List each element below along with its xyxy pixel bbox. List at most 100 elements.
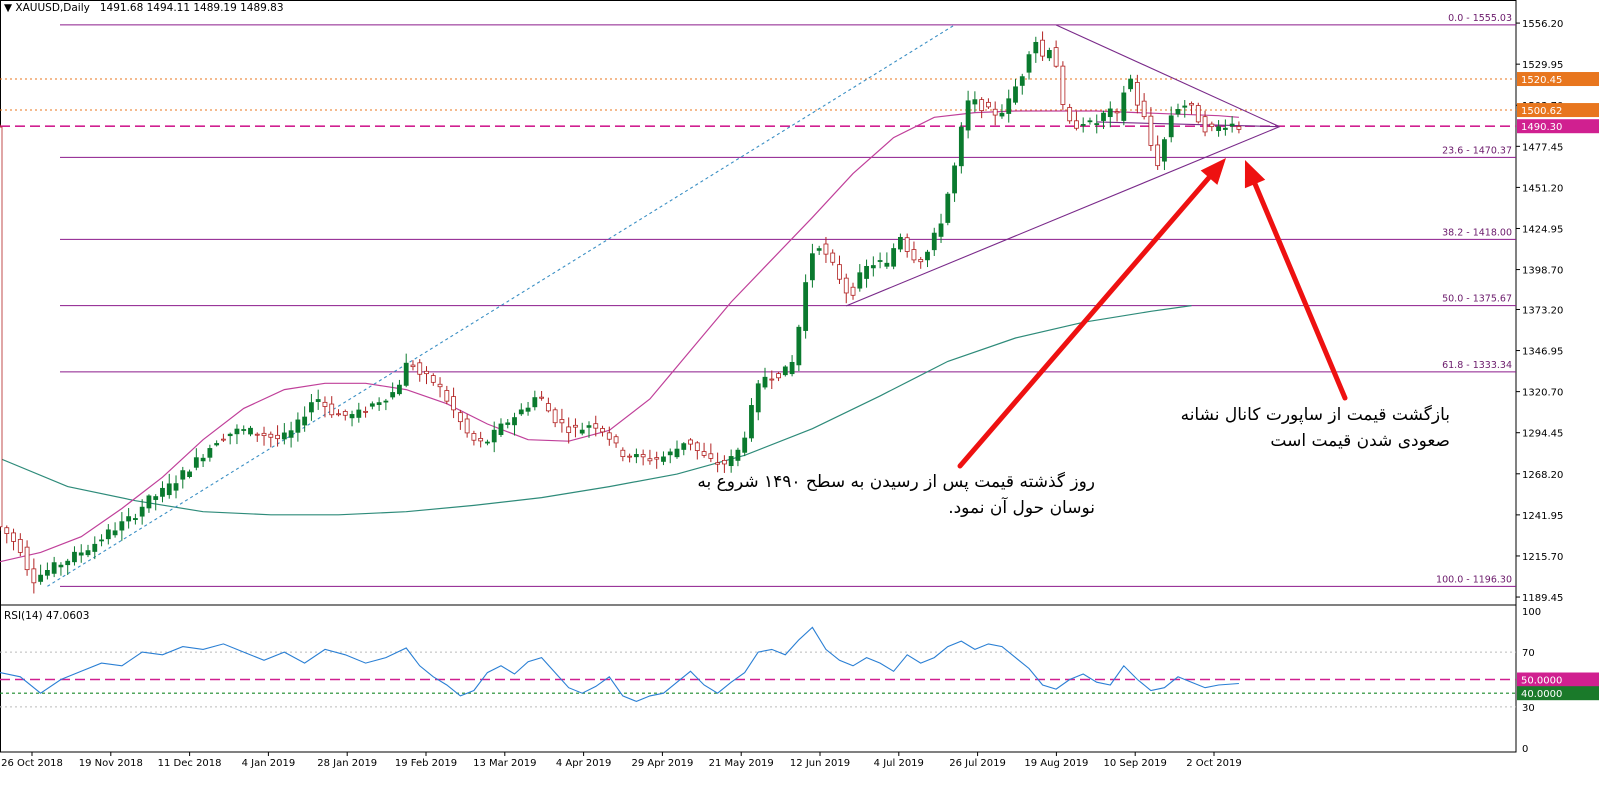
candle-body bbox=[51, 562, 57, 574]
fibonacci-levels: 0.0 - 1555.03 23.6 - 1470.37 38.2 - 1418.0… bbox=[60, 13, 1516, 587]
candle-body bbox=[105, 529, 111, 540]
candle-body bbox=[1101, 112, 1106, 121]
candle-body bbox=[721, 459, 727, 465]
x-tick-label: 4 Jan 2019 bbox=[242, 758, 296, 769]
trendline-channel-lower bbox=[846, 126, 1280, 307]
candle-body bbox=[187, 471, 192, 477]
annotation-right: بازگشت قیمت از ساپورت کانال نشانه صعودی … bbox=[1181, 402, 1450, 454]
rsi-50-tag-label: 50.0000 bbox=[1521, 676, 1562, 687]
candle-body bbox=[1040, 39, 1045, 57]
candle-body bbox=[126, 516, 132, 522]
fast-moving-average bbox=[0, 110, 1239, 563]
candle-body bbox=[11, 532, 16, 542]
candle-body bbox=[789, 361, 795, 375]
collapse-triangle-icon[interactable]: ▼ bbox=[4, 2, 13, 14]
candle-body bbox=[383, 400, 389, 403]
candle-body bbox=[918, 259, 924, 263]
candle-body bbox=[1216, 126, 1221, 132]
candle-body bbox=[735, 449, 741, 461]
candle-body bbox=[65, 560, 71, 566]
candle-body bbox=[363, 410, 368, 413]
candle-body bbox=[728, 456, 734, 467]
candle-body bbox=[545, 403, 551, 412]
moving-averages bbox=[0, 110, 1239, 563]
candle-body bbox=[701, 451, 707, 456]
trendline-channel-upper bbox=[1055, 24, 1280, 128]
arrow-right-head bbox=[1244, 160, 1266, 189]
candle-body bbox=[979, 99, 985, 111]
candle-body bbox=[1087, 120, 1093, 123]
candle-body bbox=[132, 518, 138, 521]
x-tick-label: 2 Oct 2019 bbox=[1186, 758, 1241, 769]
candle-body bbox=[1080, 124, 1086, 126]
candle-body bbox=[620, 449, 626, 457]
x-tick-label: 11 Dec 2018 bbox=[158, 758, 222, 769]
annotation-left-line1: روز گذشته قیمت پس از رسیدن به سطح ۱۴۹۰ ش… bbox=[697, 472, 1095, 492]
annotation-right-line1: بازگشت قیمت از ساپورت کانال نشانه bbox=[1180, 405, 1450, 425]
candle-body bbox=[525, 407, 531, 412]
candle-body bbox=[586, 425, 592, 428]
candle-body bbox=[904, 237, 910, 252]
y-tick-label: 1320.70 bbox=[1522, 388, 1563, 399]
candle-body bbox=[796, 326, 802, 366]
y-tick-label: 1424.95 bbox=[1522, 224, 1563, 235]
annotation-left: روز گذشته قیمت پس از رسیدن به سطح ۱۴۹۰ ش… bbox=[697, 469, 1095, 521]
candle-body bbox=[261, 432, 267, 437]
candle-body bbox=[877, 260, 883, 262]
rsi-tick-label: 0 bbox=[1522, 744, 1528, 755]
candle-body bbox=[254, 433, 260, 436]
y-tick-label: 1215.70 bbox=[1522, 552, 1563, 563]
candle-body bbox=[160, 487, 165, 497]
x-tick-label: 29 Apr 2019 bbox=[631, 758, 693, 769]
axes: 1556.201529.951503.701477.451451.201424.… bbox=[1, 19, 1599, 769]
x-tick-label: 26 Oct 2018 bbox=[1, 758, 63, 769]
candle-body bbox=[322, 401, 328, 407]
candle-body bbox=[329, 403, 335, 416]
candle-body bbox=[1060, 65, 1066, 105]
candle-body bbox=[1182, 105, 1188, 108]
candle-body bbox=[478, 438, 484, 442]
candle-body bbox=[4, 527, 10, 534]
symbol-label: XAUUSD,Daily bbox=[15, 2, 90, 14]
candle-body bbox=[139, 506, 145, 517]
fib-label: 100.0 - 1196.30 bbox=[1436, 574, 1512, 585]
candle-body bbox=[972, 99, 978, 105]
candle-body bbox=[302, 416, 308, 426]
candle-body bbox=[891, 248, 897, 267]
rsi-line bbox=[0, 626, 1239, 702]
candle-body bbox=[309, 402, 314, 413]
ohlc-values: 1491.68 1494.11 1489.19 1489.83 bbox=[99, 2, 284, 14]
candle-body bbox=[1074, 120, 1079, 129]
trendlines bbox=[47, 24, 1280, 587]
candle-body bbox=[958, 126, 964, 167]
candle-body bbox=[241, 429, 247, 431]
candle-body bbox=[755, 383, 761, 413]
candle-body bbox=[898, 236, 903, 250]
candle-body bbox=[58, 564, 64, 568]
arrow-left-head bbox=[1200, 158, 1226, 185]
candle-body bbox=[600, 428, 605, 433]
x-tick-label: 4 Jul 2019 bbox=[874, 758, 924, 769]
candle-body bbox=[566, 426, 572, 434]
y-tick-label: 1529.95 bbox=[1522, 60, 1563, 71]
candle-body bbox=[884, 262, 890, 267]
candle-body bbox=[552, 409, 558, 424]
candle-body bbox=[1006, 98, 1012, 114]
candle-body bbox=[281, 432, 287, 440]
candle-body bbox=[518, 409, 524, 415]
candle-body bbox=[1236, 126, 1242, 130]
candle-body bbox=[0, 126, 3, 528]
candle-body bbox=[180, 470, 186, 480]
candle-body bbox=[24, 546, 30, 571]
candle-body bbox=[424, 370, 429, 375]
candle-body bbox=[193, 457, 199, 468]
fib-label: 50.0 - 1375.67 bbox=[1442, 294, 1512, 305]
candle-body bbox=[315, 399, 321, 402]
candle-body bbox=[1222, 127, 1228, 130]
candle-body bbox=[1195, 105, 1201, 123]
candle-body bbox=[207, 448, 213, 458]
candle-body bbox=[1128, 78, 1133, 90]
fib-label: 23.6 - 1470.37 bbox=[1442, 145, 1512, 156]
candle-body bbox=[579, 429, 585, 434]
